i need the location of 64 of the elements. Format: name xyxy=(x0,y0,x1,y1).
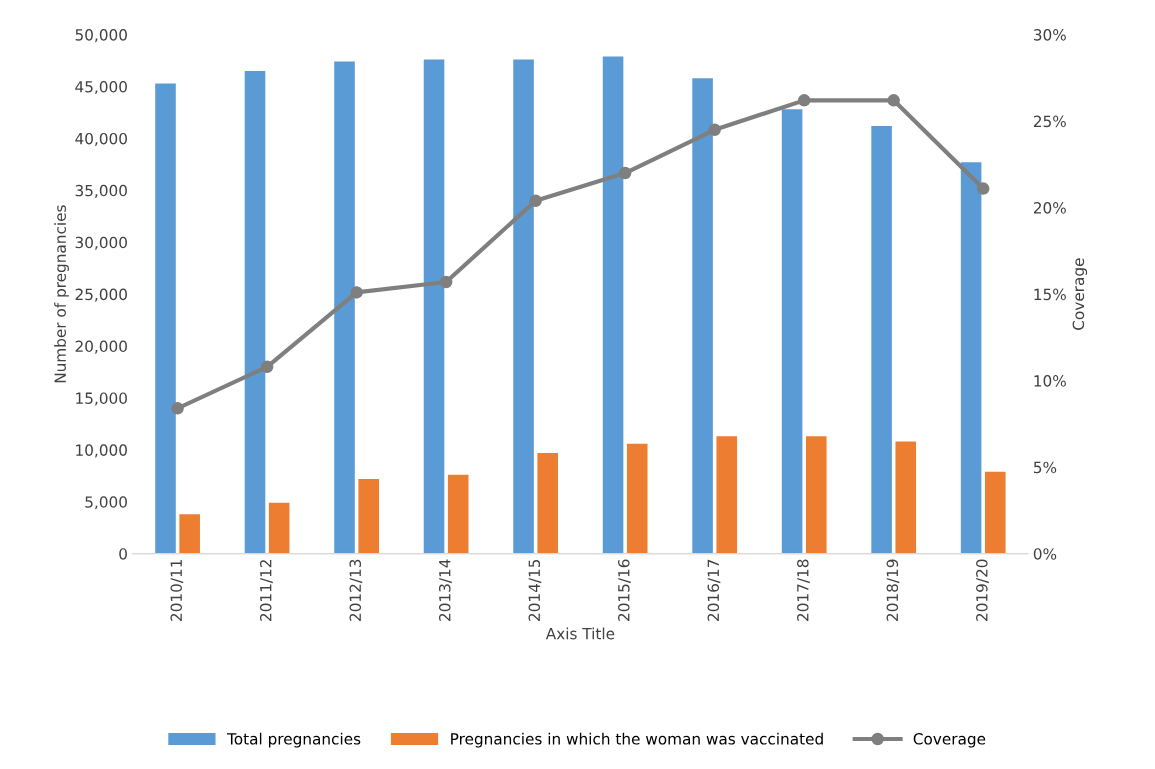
bar xyxy=(513,59,534,554)
point xyxy=(529,194,542,207)
x-tick-label: 2015/16 xyxy=(618,559,631,621)
bar xyxy=(358,478,379,554)
y-tick-label: 45,000 xyxy=(75,80,127,95)
bar xyxy=(716,436,738,554)
bar xyxy=(602,56,624,554)
bar xyxy=(871,125,892,554)
y-tick-label: 50,000 xyxy=(75,29,127,43)
bar xyxy=(179,514,200,554)
y-axis-title: Number of pregnancies xyxy=(54,205,69,383)
point xyxy=(797,94,811,107)
point xyxy=(887,94,900,107)
point xyxy=(976,182,990,195)
bar xyxy=(423,59,445,554)
x-tick-label: 2010/11 xyxy=(170,559,184,621)
y-tick-label: 40,000 xyxy=(75,132,127,146)
bar xyxy=(692,78,713,554)
x-tick-label: 2016/17 xyxy=(707,559,721,621)
x-tick-label: 2018/19 xyxy=(886,559,900,621)
point xyxy=(708,123,721,137)
y-tick-label: 20,000 xyxy=(75,340,127,354)
y2-axis-title: Coverage xyxy=(1072,258,1088,330)
point xyxy=(439,275,453,289)
y-tick-label: 25,000 xyxy=(75,288,127,302)
x-tick-label: 2011/12 xyxy=(259,560,273,621)
point xyxy=(171,402,184,415)
bar xyxy=(805,436,827,554)
y-tick-label: 0 xyxy=(119,548,127,560)
y2-tick-label: 10% xyxy=(1034,375,1066,387)
y2-tick-label: 20% xyxy=(1033,202,1066,214)
bar xyxy=(895,441,917,554)
bar xyxy=(334,61,355,554)
legend-label: Coverage xyxy=(913,733,986,748)
y-tick-label: 10,000 xyxy=(76,444,127,458)
bar xyxy=(537,452,559,554)
y2-tick-label: 0% xyxy=(1033,548,1057,560)
legend-label: Total pregnancies xyxy=(227,732,361,748)
y2-tick-label: 30% xyxy=(1033,29,1066,41)
legend-label: Pregnancies in which the woman was vaccinated xyxy=(451,732,823,748)
bar xyxy=(268,502,290,554)
x-tick-label: 2017/18 xyxy=(797,559,810,621)
y-tick-label: 35,000 xyxy=(75,184,127,198)
y-tick-label: 15,000 xyxy=(76,392,127,406)
bar xyxy=(155,83,176,554)
point xyxy=(260,360,274,374)
y2-tick-label: 5% xyxy=(1033,461,1057,474)
y-tick-label: 30,000 xyxy=(75,236,127,250)
x-axis-title: Axis Title xyxy=(545,627,615,640)
bar xyxy=(984,471,1006,554)
bar xyxy=(960,162,982,554)
bar xyxy=(244,70,266,554)
x-tick-label: 2014/15 xyxy=(528,559,542,621)
x-tick-label: 2019/20 xyxy=(976,559,989,621)
bar xyxy=(781,109,803,554)
bar xyxy=(626,443,648,554)
point xyxy=(350,286,363,299)
x-tick-label: 2013/14 xyxy=(439,559,452,621)
x-tick-label: 2012/13 xyxy=(349,559,363,621)
bar xyxy=(447,474,469,554)
point xyxy=(618,166,632,180)
y-tick-label: 5,000 xyxy=(85,496,127,510)
y2-tick-label: 15% xyxy=(1034,288,1066,301)
y2-tick-label: 25% xyxy=(1033,115,1066,128)
